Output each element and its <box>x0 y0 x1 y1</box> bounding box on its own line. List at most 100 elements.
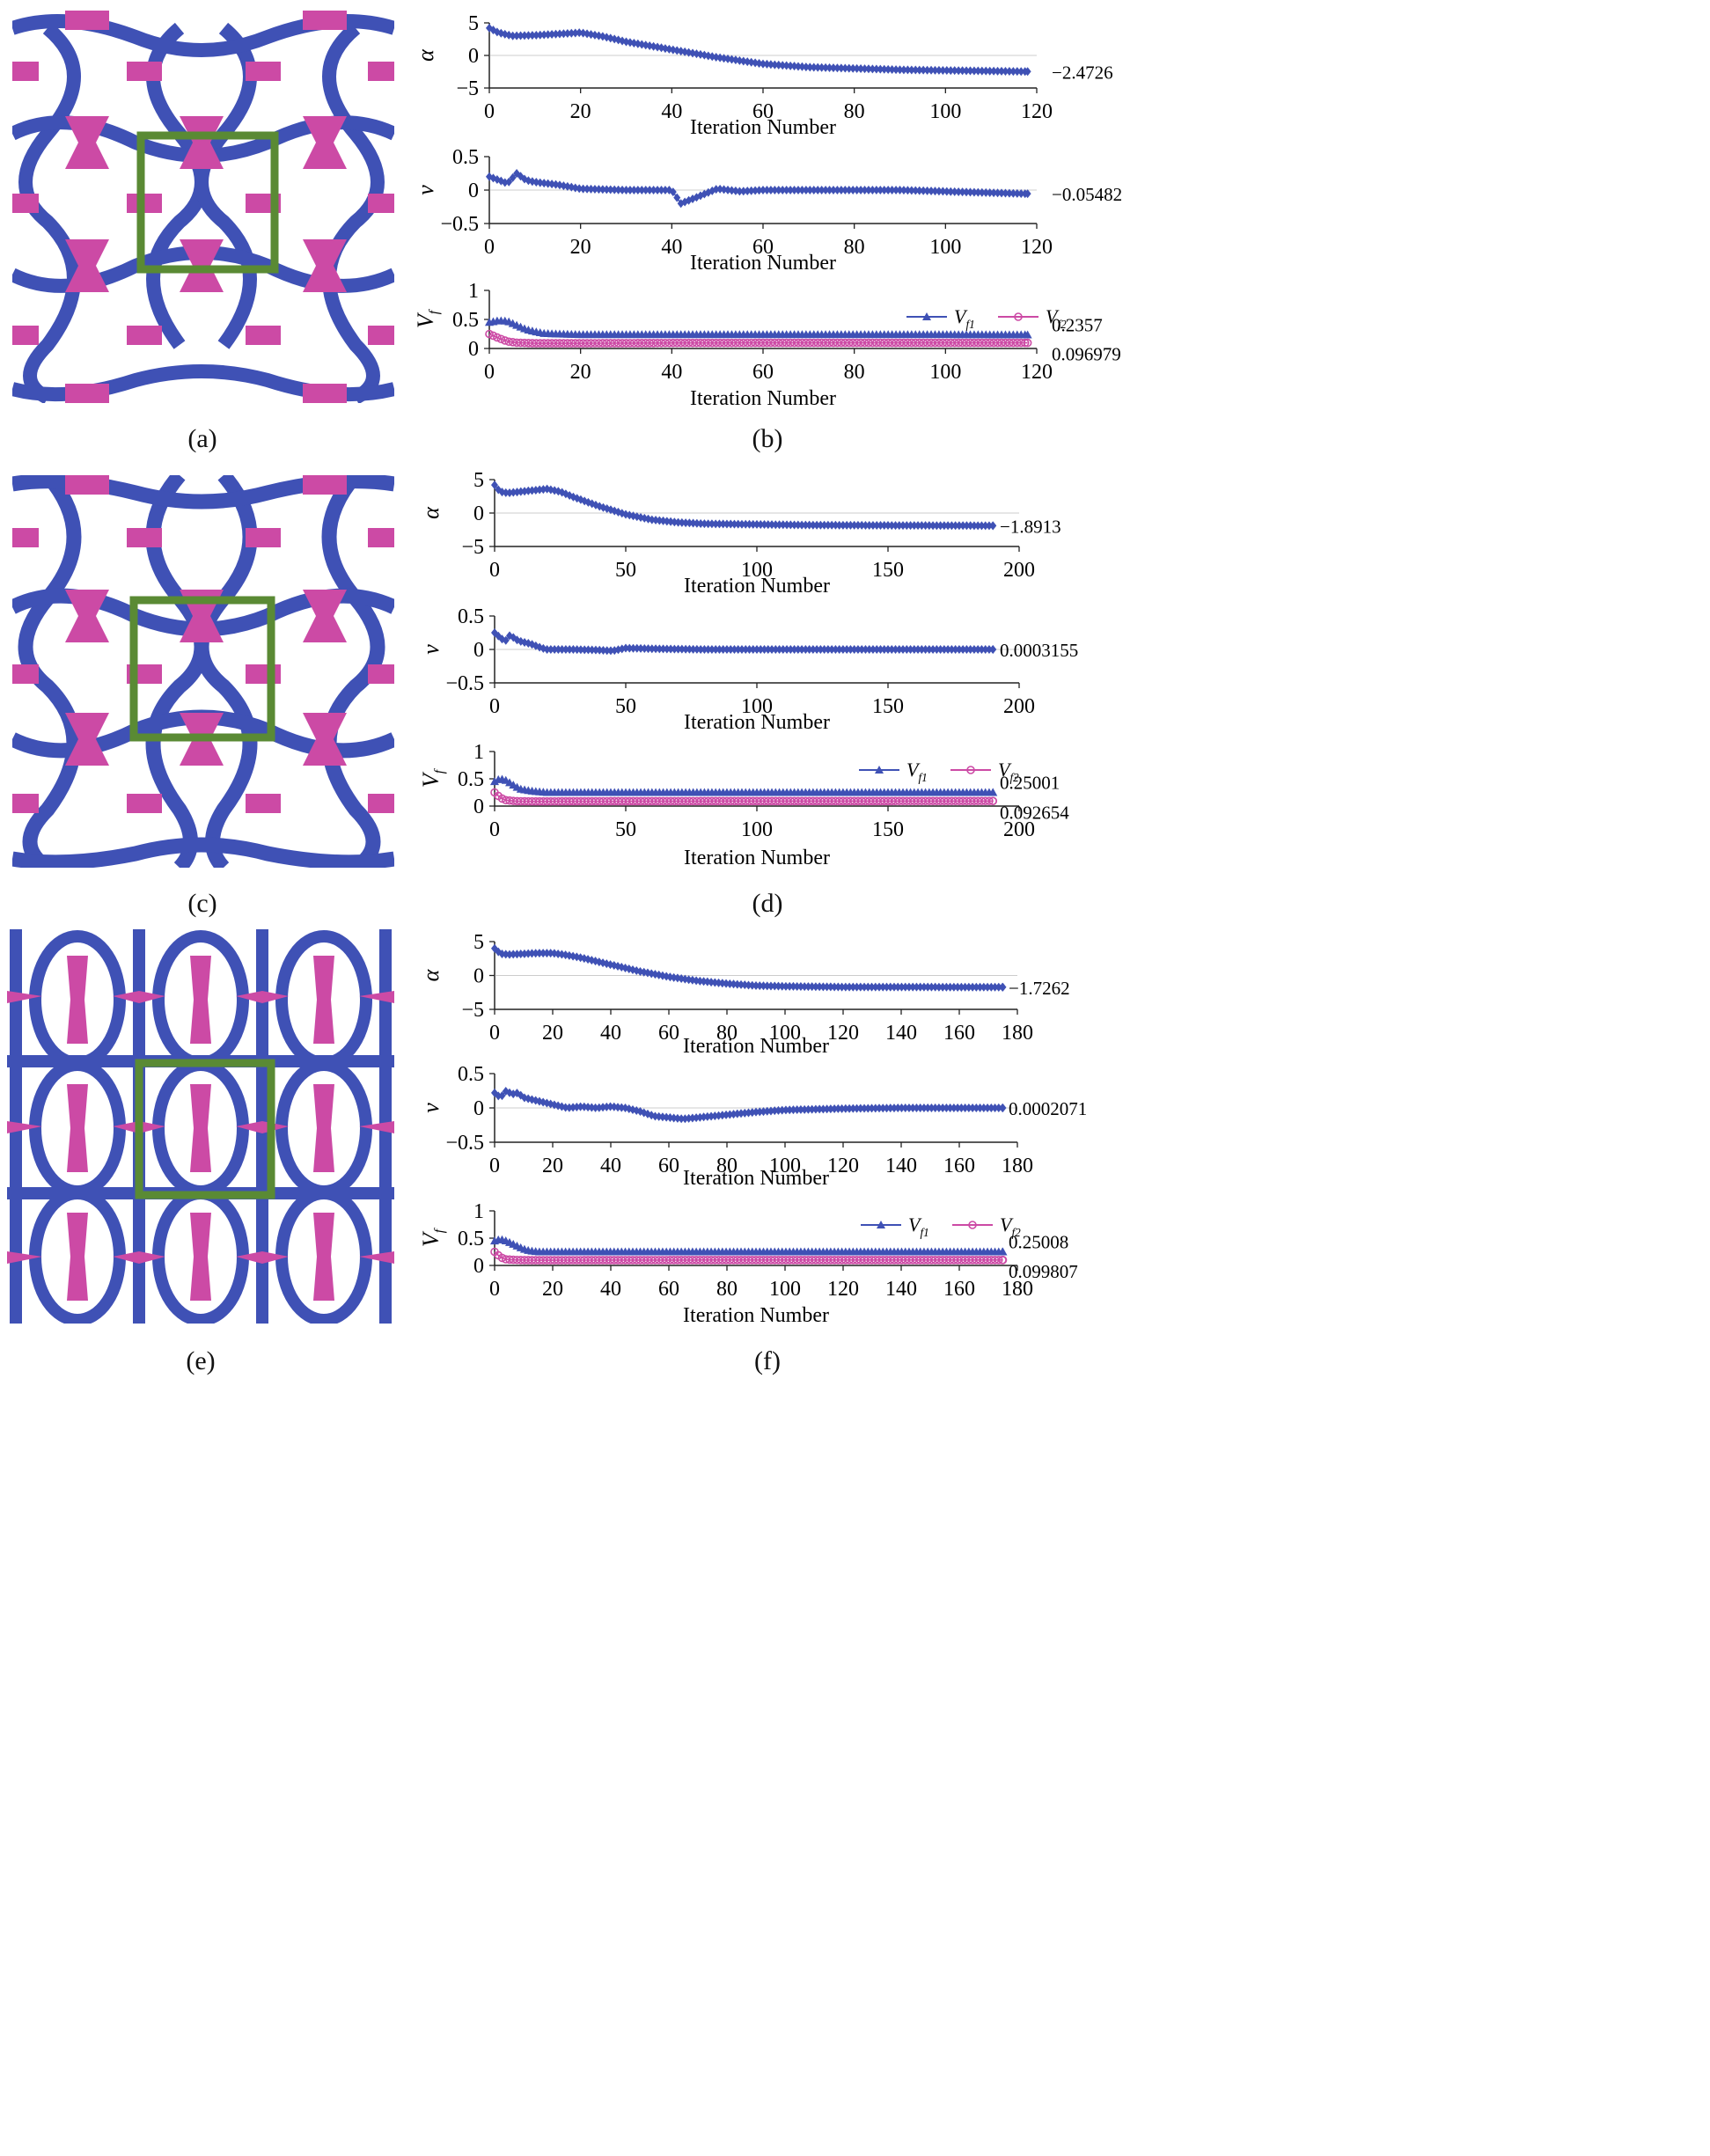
data-point <box>696 49 704 59</box>
y-axis-label: Vf <box>413 308 442 328</box>
data-point <box>536 30 544 40</box>
data-point <box>930 338 940 348</box>
x-tick-label: 40 <box>600 1022 621 1045</box>
data-point <box>916 982 924 992</box>
data-point <box>835 520 843 530</box>
data-point <box>622 510 629 519</box>
x-tick-label: 20 <box>570 100 591 123</box>
y-tick-label: −5 <box>461 536 484 559</box>
data-point <box>532 1096 539 1105</box>
data-point <box>809 520 817 530</box>
data-point <box>896 186 904 194</box>
data-point <box>939 65 947 75</box>
data-point <box>994 1256 1003 1265</box>
data-point <box>658 971 666 980</box>
x-tick-label: 60 <box>752 100 774 123</box>
data-point <box>744 187 752 196</box>
data-point <box>936 521 944 531</box>
data-point <box>588 1103 596 1112</box>
data-point <box>853 63 861 73</box>
data-point <box>970 187 978 197</box>
data-point <box>821 338 830 348</box>
data-point <box>676 338 686 348</box>
data-point <box>633 512 641 522</box>
data-point <box>665 44 673 54</box>
data-point <box>969 1103 977 1112</box>
data-point <box>982 187 990 197</box>
data-point <box>525 1094 532 1104</box>
data-point <box>782 981 789 991</box>
final-value-label: 0.092654 <box>1000 802 1069 823</box>
data-point <box>626 186 634 194</box>
data-point <box>757 645 765 654</box>
data-point <box>984 982 992 992</box>
data-point <box>861 1104 869 1113</box>
data-point <box>943 338 951 348</box>
y-tick-label: 0.5 <box>458 768 484 791</box>
data-point <box>985 644 993 654</box>
data-point <box>819 982 827 992</box>
data-point <box>1005 188 1013 198</box>
data-point <box>1001 338 1010 348</box>
data-point <box>680 338 689 348</box>
data-point <box>869 186 877 194</box>
data-point <box>951 521 959 531</box>
data-point <box>935 338 943 348</box>
data-point <box>779 186 787 194</box>
data-point <box>755 186 763 195</box>
data-point <box>923 65 931 75</box>
data-point <box>742 519 750 529</box>
data-point <box>767 60 774 70</box>
data-point <box>976 1103 984 1112</box>
data-point <box>982 66 990 76</box>
data-point <box>712 645 720 654</box>
y-axis-label: Vf <box>418 767 447 788</box>
data-point <box>771 1106 779 1116</box>
data-point <box>918 644 926 654</box>
data-point <box>906 521 914 531</box>
data-point <box>746 338 756 348</box>
data-point <box>767 186 774 194</box>
data-point <box>678 1114 686 1124</box>
data-point <box>532 339 541 348</box>
data-point <box>822 62 830 72</box>
data-point <box>846 1104 854 1113</box>
data-point <box>817 338 826 348</box>
data-point <box>576 184 583 194</box>
data-point <box>814 62 822 72</box>
data-point <box>496 334 506 344</box>
legend: Vf1 Vf2 <box>861 1214 1021 1239</box>
data-point <box>630 186 638 194</box>
data-point <box>884 521 892 531</box>
data-point <box>986 66 994 76</box>
data-point <box>933 521 941 531</box>
data-point <box>820 520 828 530</box>
data-point <box>846 982 854 992</box>
data-point <box>525 949 532 958</box>
data-point <box>905 982 913 992</box>
data-point <box>760 981 767 991</box>
data-point <box>605 339 615 348</box>
data-point <box>708 645 716 654</box>
data-point <box>970 338 979 348</box>
x-tick-label: 0 <box>489 695 500 718</box>
x-tick-label: 40 <box>661 361 682 384</box>
legend-label: Vf2 <box>1000 1214 1021 1239</box>
data-point <box>828 520 836 530</box>
data-point <box>965 982 972 992</box>
data-point <box>504 337 514 347</box>
data-point <box>837 338 846 348</box>
data-point <box>998 1247 1008 1256</box>
data-point <box>682 518 690 528</box>
data-point <box>576 495 584 504</box>
data-point <box>723 645 730 654</box>
data-point <box>693 644 701 654</box>
data-point <box>626 339 635 348</box>
data-point <box>912 65 920 75</box>
data-point <box>880 186 888 194</box>
data-point <box>892 338 900 348</box>
data-point <box>794 186 802 194</box>
final-value-label: 0.099807 <box>1009 1261 1078 1282</box>
data-point <box>826 62 833 72</box>
data-point <box>666 972 674 982</box>
